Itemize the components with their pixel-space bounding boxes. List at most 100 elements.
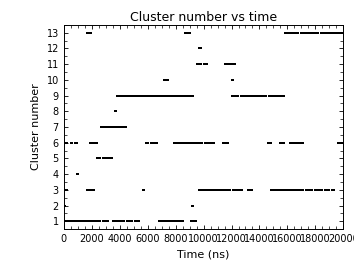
Point bbox=[298, 140, 304, 145]
Point bbox=[285, 188, 291, 192]
Point bbox=[325, 188, 330, 192]
Point bbox=[160, 219, 166, 224]
Point bbox=[336, 30, 342, 35]
Point bbox=[227, 188, 232, 192]
Point bbox=[198, 62, 204, 66]
Point bbox=[184, 93, 190, 98]
Point bbox=[132, 93, 138, 98]
Point bbox=[84, 219, 90, 224]
Point bbox=[179, 219, 185, 224]
Point bbox=[272, 188, 278, 192]
Point bbox=[158, 93, 164, 98]
Point bbox=[111, 219, 116, 224]
Point bbox=[289, 140, 294, 145]
Point bbox=[102, 156, 107, 161]
Point bbox=[305, 30, 311, 35]
Point bbox=[213, 188, 219, 192]
Point bbox=[290, 140, 296, 145]
Point bbox=[134, 93, 140, 98]
Point bbox=[203, 188, 209, 192]
Point bbox=[171, 219, 177, 224]
Point bbox=[174, 93, 179, 98]
Point bbox=[79, 219, 84, 224]
Point bbox=[222, 140, 228, 145]
Point bbox=[100, 125, 106, 129]
Point bbox=[257, 93, 263, 98]
Point bbox=[132, 93, 138, 98]
Point bbox=[187, 93, 193, 98]
Point bbox=[220, 188, 226, 192]
Point bbox=[106, 156, 112, 161]
Point bbox=[273, 93, 279, 98]
Point bbox=[296, 140, 302, 145]
Point bbox=[175, 93, 180, 98]
Point bbox=[322, 30, 328, 35]
Point bbox=[198, 140, 204, 145]
Point bbox=[271, 93, 276, 98]
Point bbox=[268, 140, 274, 145]
Point bbox=[90, 188, 96, 192]
Point bbox=[203, 62, 209, 66]
Point bbox=[314, 30, 320, 35]
Point bbox=[161, 78, 167, 82]
Point bbox=[297, 188, 303, 192]
Point bbox=[266, 140, 271, 145]
Point bbox=[202, 62, 208, 66]
Point bbox=[322, 30, 328, 35]
Point bbox=[163, 219, 169, 224]
Point bbox=[140, 188, 145, 192]
Point bbox=[168, 93, 174, 98]
Point bbox=[189, 203, 195, 208]
Point bbox=[71, 219, 76, 224]
Point bbox=[183, 30, 189, 35]
Point bbox=[279, 188, 285, 192]
Point bbox=[200, 188, 206, 192]
Point bbox=[171, 219, 176, 224]
Point bbox=[68, 219, 73, 224]
Point bbox=[68, 140, 74, 145]
Point bbox=[125, 219, 131, 224]
Point bbox=[132, 219, 138, 224]
Point bbox=[280, 140, 286, 145]
Point bbox=[124, 93, 129, 98]
Point bbox=[169, 93, 175, 98]
Point bbox=[192, 219, 198, 224]
Point bbox=[112, 125, 117, 129]
Point bbox=[177, 140, 182, 145]
Point bbox=[192, 219, 197, 224]
Point bbox=[318, 188, 323, 192]
Point bbox=[63, 140, 69, 145]
Point bbox=[313, 188, 318, 192]
Point bbox=[290, 188, 295, 192]
Point bbox=[120, 125, 126, 129]
Point bbox=[241, 93, 246, 98]
Point bbox=[313, 188, 319, 192]
Point bbox=[101, 156, 107, 161]
Point bbox=[330, 188, 336, 192]
Point bbox=[223, 140, 229, 145]
Point bbox=[157, 93, 163, 98]
Point bbox=[180, 219, 186, 224]
Point bbox=[97, 156, 102, 161]
Point bbox=[229, 93, 234, 98]
Point bbox=[89, 140, 95, 145]
Point bbox=[68, 140, 74, 145]
Point bbox=[146, 93, 152, 98]
Point bbox=[97, 219, 102, 224]
Point bbox=[143, 93, 148, 98]
Point bbox=[326, 30, 332, 35]
Point bbox=[177, 93, 183, 98]
Point bbox=[161, 93, 167, 98]
Point bbox=[248, 188, 253, 192]
Point bbox=[184, 30, 190, 35]
Point bbox=[204, 188, 210, 192]
Point bbox=[144, 93, 149, 98]
Point bbox=[245, 93, 251, 98]
Point bbox=[64, 188, 69, 192]
Point bbox=[293, 140, 299, 145]
Y-axis label: Cluster number: Cluster number bbox=[31, 84, 41, 170]
Point bbox=[112, 219, 118, 224]
Point bbox=[196, 46, 202, 51]
Point bbox=[62, 203, 67, 208]
Point bbox=[282, 30, 288, 35]
